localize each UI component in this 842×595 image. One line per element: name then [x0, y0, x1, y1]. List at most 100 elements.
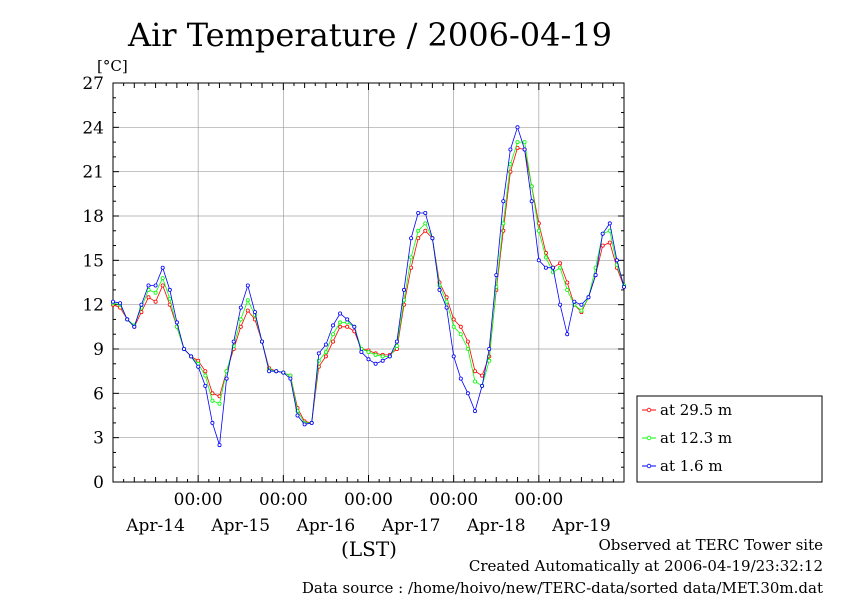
- x-axis: 00:00 00:00 00:00 00:00 00:00 Apr-14 Apr-15 Apr…: [112, 83, 625, 536]
- data-point: [444, 299, 449, 304]
- data-point: [359, 349, 364, 354]
- data-point: [380, 354, 385, 359]
- data-point: [451, 354, 456, 359]
- x-day-label: Apr-15: [210, 516, 270, 536]
- data-point: [111, 299, 116, 304]
- data-point: [330, 332, 335, 337]
- data-point: [529, 184, 534, 189]
- data-point: [245, 308, 250, 313]
- data-point: [622, 284, 627, 289]
- data-point: [259, 339, 264, 344]
- data-point: [565, 287, 570, 292]
- data-point: [458, 376, 463, 381]
- data-point: [316, 351, 321, 356]
- data-point: [465, 346, 470, 351]
- data-point: [274, 369, 279, 374]
- data-point: [210, 398, 215, 403]
- data-point: [139, 302, 144, 307]
- data-point: [600, 231, 605, 236]
- data-point: [480, 373, 485, 378]
- data-point: [245, 283, 250, 288]
- data-point: [607, 221, 612, 226]
- data-point: [380, 358, 385, 363]
- y-tick-label: 15: [82, 251, 104, 271]
- data-point: [458, 332, 463, 337]
- data-point: [238, 324, 243, 329]
- data-point: [409, 255, 414, 260]
- y-tick-label: 24: [82, 118, 104, 138]
- legend-label: at 29.5 m: [660, 401, 732, 419]
- data-point: [196, 364, 201, 369]
- y-tick-label: 6: [93, 384, 104, 404]
- data-point: [302, 422, 307, 427]
- legend-swatch-marker: [646, 463, 652, 469]
- data-point: [203, 369, 208, 374]
- data-point: [345, 317, 350, 322]
- data-point: [210, 391, 215, 396]
- data-point: [416, 236, 421, 241]
- data-point: [536, 258, 541, 263]
- data-point: [522, 140, 527, 145]
- footer-site: Observed at TERC Tower site: [598, 536, 823, 554]
- data-point: [543, 265, 548, 270]
- legend-swatch-marker: [646, 407, 652, 413]
- data-point: [153, 299, 158, 304]
- data-point: [501, 221, 506, 226]
- data-point: [210, 420, 215, 425]
- data-point: [607, 240, 612, 245]
- data-point: [465, 339, 470, 344]
- data-point: [394, 343, 399, 348]
- y-axis: 0 3 6 9 12 15 18 21 24 27: [82, 74, 624, 493]
- y-tick-label: 9: [93, 340, 104, 360]
- legend-item: at 29.5 m: [642, 401, 732, 419]
- y-tick-label: 3: [93, 429, 104, 449]
- data-point: [614, 258, 619, 263]
- legend: at 29.5 m at 12.3 m at 1.6 m: [636, 395, 823, 483]
- data-point: [252, 310, 257, 315]
- data-point: [529, 199, 534, 204]
- footer-source: Data source : /home/hoivo/new/TERC-data/…: [302, 579, 823, 595]
- y-tick-label: 21: [82, 163, 104, 183]
- data-point: [558, 302, 563, 307]
- data-point: [565, 280, 570, 285]
- x-tick-label: 00:00: [429, 490, 478, 510]
- data-point: [373, 361, 378, 366]
- data-point: [281, 370, 286, 375]
- data-point: [487, 358, 492, 363]
- data-point: [267, 369, 272, 374]
- legend-label: at 1.6 m: [660, 457, 723, 475]
- data-point: [125, 317, 130, 322]
- data-point: [238, 317, 243, 322]
- data-point: [160, 265, 165, 270]
- x-tick-label: 00:00: [344, 490, 393, 510]
- data-point: [536, 228, 541, 233]
- data-point: [593, 273, 598, 278]
- data-point: [515, 140, 520, 145]
- data-point: [345, 324, 350, 329]
- data-point: [423, 228, 428, 233]
- data-point: [132, 324, 137, 329]
- data-point: [401, 287, 406, 292]
- data-point: [487, 346, 492, 351]
- data-point: [366, 349, 371, 354]
- data-point: [494, 273, 499, 278]
- y-axis-unit: [°C]: [97, 57, 128, 75]
- data-point: [430, 236, 435, 241]
- data-point: [416, 210, 421, 215]
- data-point: [451, 317, 456, 322]
- x-day-label: Apr-14: [125, 516, 185, 536]
- data-point: [118, 301, 123, 306]
- data-point: [572, 299, 577, 304]
- x-tick-label: 00:00: [514, 490, 563, 510]
- data-series: [111, 125, 627, 448]
- data-point: [543, 255, 548, 260]
- data-point: [330, 323, 335, 328]
- data-point: [508, 147, 513, 152]
- grid-lines: [113, 82, 624, 483]
- data-point: [146, 283, 151, 288]
- legend-label: at 12.3 m: [660, 429, 732, 447]
- y-tick-label: 12: [82, 296, 104, 316]
- data-point: [416, 228, 421, 233]
- data-point: [515, 125, 520, 130]
